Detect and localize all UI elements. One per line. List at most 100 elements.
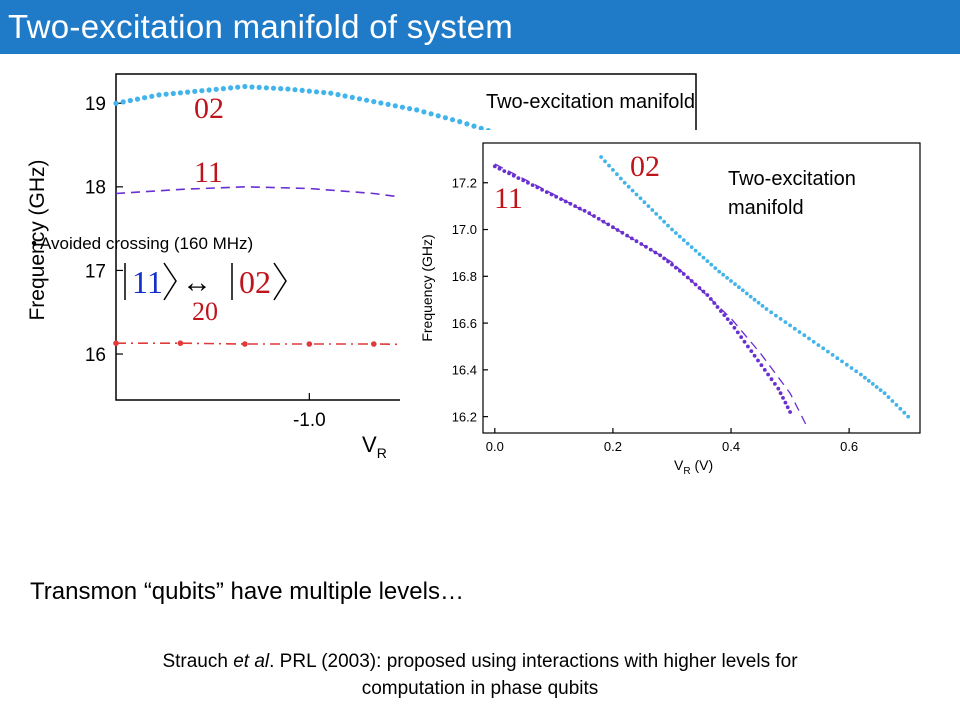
series-point-02 bbox=[306, 88, 312, 94]
series-point-11 bbox=[516, 176, 521, 181]
series-point-02 bbox=[721, 272, 726, 277]
plot-inset-ylabel: Frequency (GHz) bbox=[419, 234, 435, 341]
series-point-02 bbox=[270, 85, 277, 91]
series-point-02 bbox=[414, 107, 420, 113]
series-point-11 bbox=[785, 405, 790, 410]
series-point-11 bbox=[497, 166, 502, 171]
series-point-02 bbox=[421, 109, 427, 115]
series-point-11 bbox=[756, 358, 760, 363]
series-point-02 bbox=[192, 88, 198, 94]
series-point-02 bbox=[859, 372, 863, 377]
series-point-02 bbox=[142, 95, 148, 101]
series-point-02 bbox=[689, 245, 694, 250]
series-point-02 bbox=[681, 238, 686, 243]
series-point-02 bbox=[693, 248, 698, 253]
series-point-02 bbox=[769, 310, 774, 315]
series-point-02 bbox=[886, 395, 891, 399]
series-point-20 bbox=[371, 341, 377, 347]
label-02-inset: 02 bbox=[630, 150, 660, 183]
series-point-02 bbox=[638, 196, 643, 201]
slide-title: Two-excitation manifold of system bbox=[8, 8, 514, 45]
x-tick-label: 0.0 bbox=[486, 439, 504, 454]
series-point-02 bbox=[701, 255, 706, 260]
series-point-02 bbox=[392, 103, 398, 109]
series-point-02 bbox=[364, 97, 370, 103]
series-point-02 bbox=[615, 172, 619, 177]
series-point-11 bbox=[769, 377, 774, 382]
series-point-02 bbox=[666, 223, 670, 228]
series-point-11 bbox=[559, 197, 563, 202]
series-point-02 bbox=[654, 212, 659, 216]
series-point-02 bbox=[797, 330, 802, 334]
series-point-02 bbox=[849, 366, 854, 370]
series-point-02 bbox=[697, 252, 702, 256]
y-tick-label: 19 bbox=[85, 94, 106, 115]
plot-left-xlabel-sub: R bbox=[377, 445, 387, 461]
series-point-02 bbox=[642, 200, 647, 205]
series-point-02 bbox=[449, 117, 456, 123]
series-point-02 bbox=[840, 359, 844, 364]
series-point-11 bbox=[752, 353, 757, 358]
plot-inset-legend-line2: manifold bbox=[728, 197, 804, 219]
series-point-11 bbox=[739, 335, 744, 339]
chart-canvas: -1.0-0.516171819 Two-excitation manifold… bbox=[26, 73, 925, 477]
series-point-02 bbox=[807, 336, 811, 341]
series-point-02 bbox=[220, 86, 226, 92]
series-point-11 bbox=[492, 164, 497, 169]
series-point-02 bbox=[199, 88, 205, 94]
series-point-02 bbox=[733, 282, 737, 286]
series-point-11 bbox=[766, 372, 770, 377]
series-point-11 bbox=[729, 321, 733, 325]
series-point-11 bbox=[670, 262, 674, 267]
x-tick-label: 0.6 bbox=[840, 439, 858, 454]
series-point-11 bbox=[596, 216, 601, 221]
series-point-02 bbox=[228, 85, 234, 91]
series-point-02 bbox=[120, 99, 126, 105]
reference-text: Strauch et al. PRL (2003): proposed usin… bbox=[0, 648, 960, 702]
series-point-11 bbox=[662, 256, 666, 261]
series-point-02 bbox=[263, 85, 269, 91]
series-point-02 bbox=[464, 121, 470, 127]
title-divider bbox=[0, 54, 960, 58]
series-point-02 bbox=[835, 356, 840, 361]
series-point-02 bbox=[127, 97, 133, 104]
series-point-20 bbox=[242, 341, 248, 347]
series-point-02 bbox=[826, 349, 830, 354]
y-tick-label: 18 bbox=[85, 178, 106, 199]
series-point-11 bbox=[732, 325, 737, 330]
main-caption: Transmon “qubits” have multiple levels… bbox=[30, 578, 464, 605]
ket-02: 02 bbox=[239, 264, 271, 300]
series-point-02 bbox=[292, 87, 298, 93]
series-point-02 bbox=[870, 382, 875, 386]
series-point-02 bbox=[618, 176, 623, 181]
series-point-02 bbox=[249, 84, 255, 90]
series-point-11 bbox=[705, 293, 710, 297]
series-point-02 bbox=[830, 353, 835, 357]
series-point-02 bbox=[816, 343, 821, 347]
series-point-11 bbox=[762, 368, 767, 372]
series-point-11 bbox=[773, 382, 777, 386]
series-point-11 bbox=[502, 169, 507, 174]
series-point-02 bbox=[611, 168, 615, 172]
plot-inset: 0.0 0.2 0.4 0.6 16.2 16.4 16.6 16.8 17.0 17.2 Two… bbox=[400, 130, 925, 477]
series-point-02 bbox=[630, 188, 635, 193]
series-point-11 bbox=[783, 400, 788, 405]
ket-angle-left bbox=[163, 262, 177, 301]
series-point-02 bbox=[163, 91, 169, 97]
plot-inset-xlabel-main: V bbox=[674, 457, 684, 473]
series-point-02 bbox=[356, 96, 363, 102]
series-point-02 bbox=[442, 115, 448, 121]
ket-20: 20 bbox=[192, 297, 218, 326]
series-point-02 bbox=[713, 266, 718, 270]
series-point-11 bbox=[722, 313, 727, 317]
reference-italic: et al bbox=[233, 651, 270, 672]
series-point-02 bbox=[878, 388, 883, 392]
series-point-02 bbox=[685, 241, 690, 246]
label-11-left-text: 11 bbox=[194, 156, 223, 189]
series-point-11 bbox=[778, 391, 783, 396]
series-point-11 bbox=[715, 305, 720, 309]
plot-inset-series bbox=[492, 155, 911, 429]
bullet-dot bbox=[31, 240, 37, 246]
series-point-11 bbox=[530, 183, 535, 188]
series-point-02 bbox=[242, 83, 248, 90]
